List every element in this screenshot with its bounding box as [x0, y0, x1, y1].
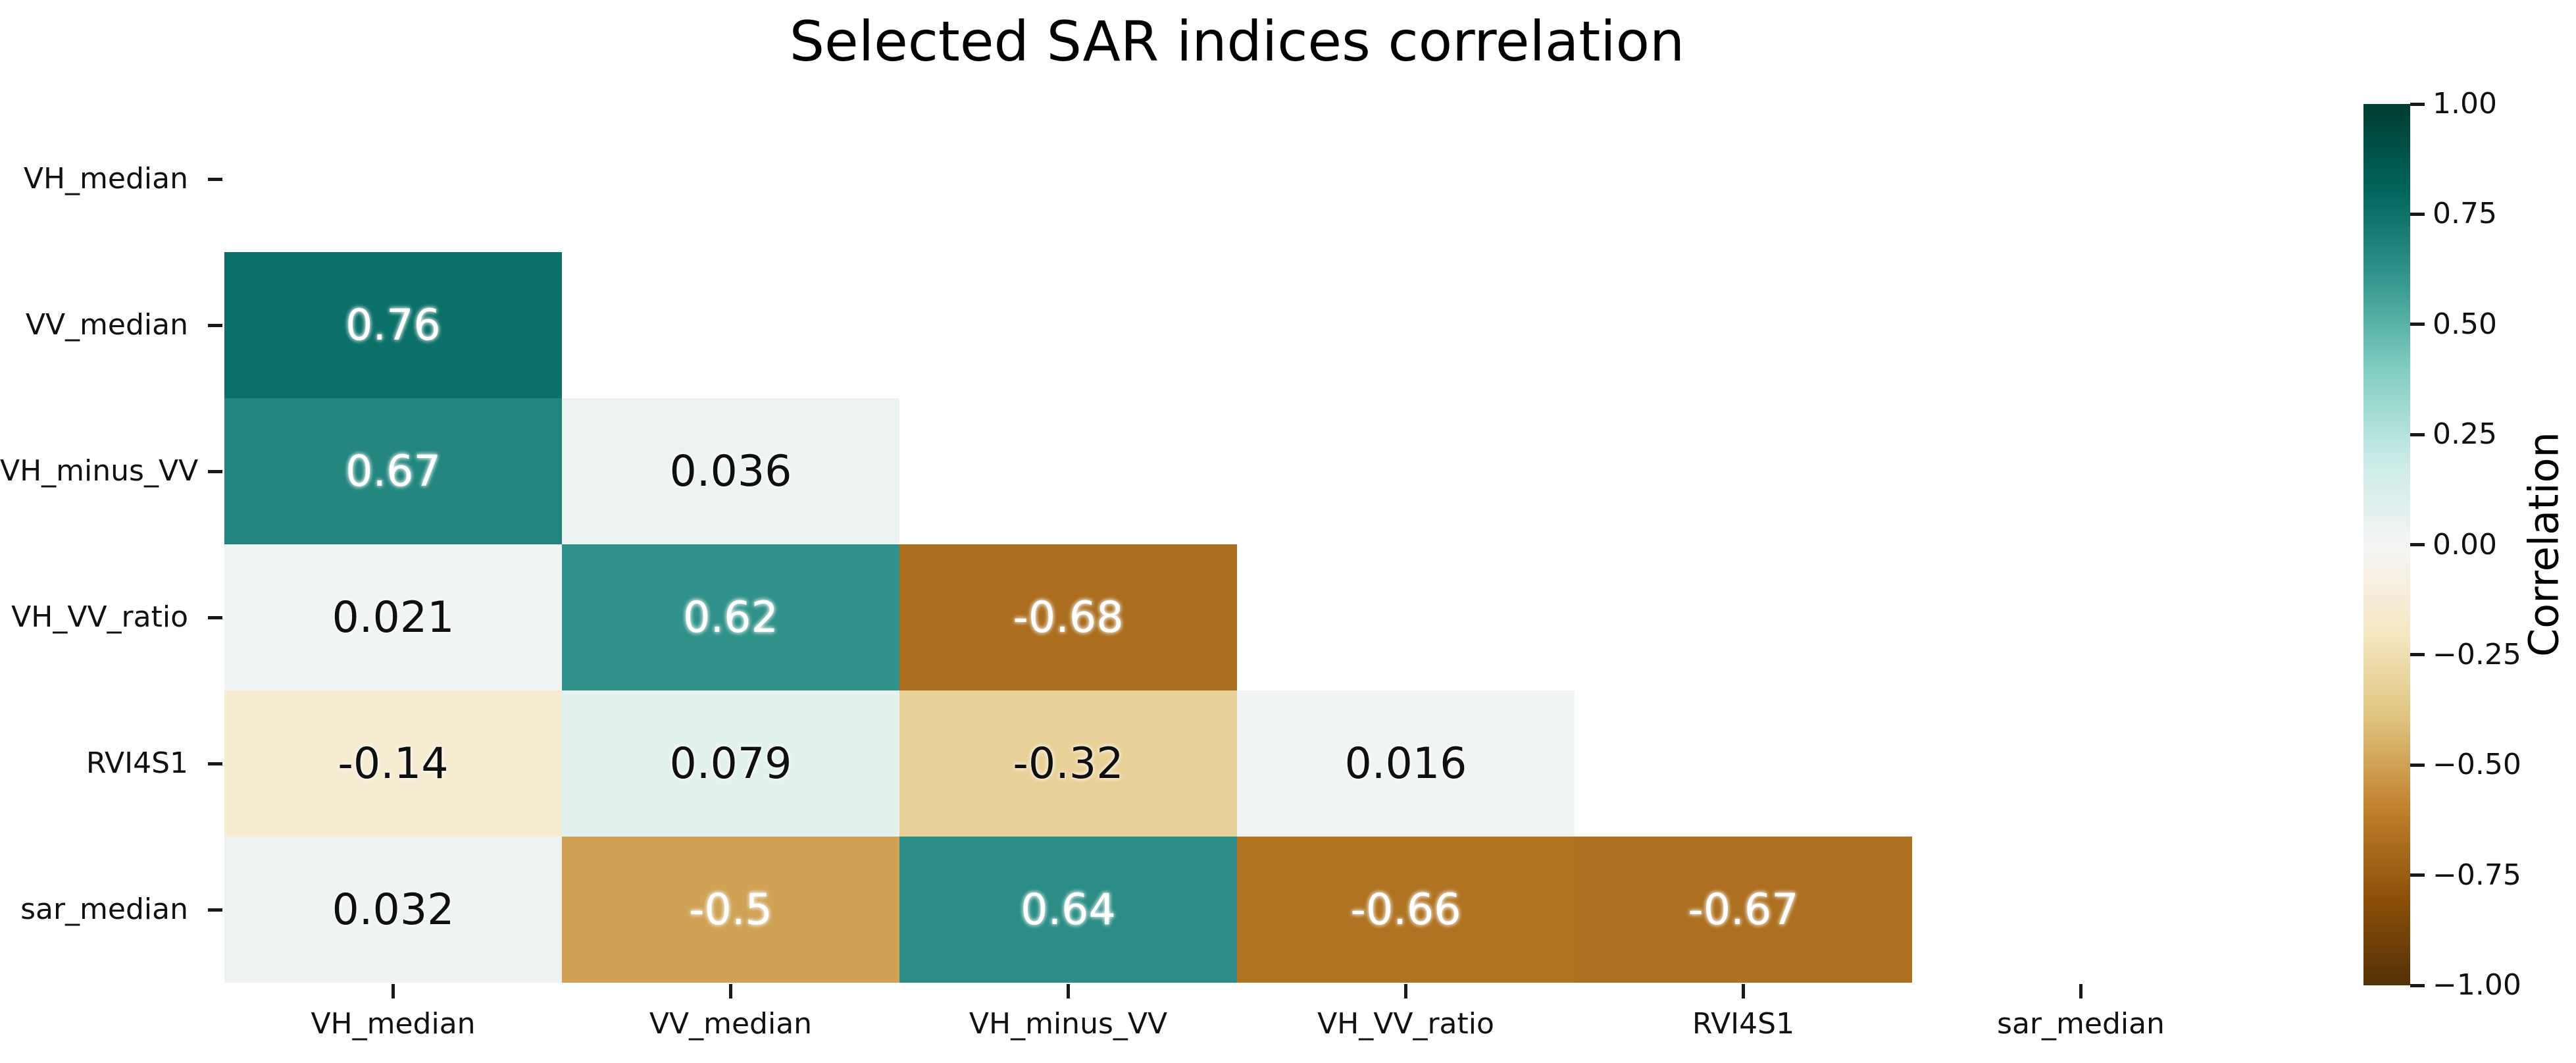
cell-value: -0.14: [338, 739, 449, 789]
colorbar-tick-label: 1.00: [2433, 87, 2497, 120]
cell-value: 0.036: [669, 446, 792, 496]
x-tick-label: RVI4S1: [1692, 1007, 1795, 1041]
x-tick-mark: [729, 984, 732, 998]
cell-value: -0.32: [1013, 739, 1124, 789]
heatmap-cell: -0.14: [224, 690, 562, 837]
cell-value: 0.016: [1344, 739, 1467, 789]
heatmap-cell: 0.021: [224, 544, 562, 690]
heatmap-cell: 0.62: [562, 544, 899, 690]
cell-value: -0.67: [1688, 885, 1799, 935]
colorbar-tick-mark: [2410, 763, 2425, 767]
heatmap-cell: -0.32: [899, 690, 1237, 837]
cell-value: 0.079: [669, 739, 792, 789]
y-tick-mark: [208, 177, 222, 181]
x-tick-mark: [1742, 984, 1745, 998]
x-tick-label: VH_minus_VV: [969, 1007, 1168, 1041]
y-tick-mark: [208, 469, 222, 473]
cell-value: 0.032: [332, 885, 455, 935]
colorbar-tick-mark: [2410, 873, 2425, 877]
heatmap-cell: 0.016: [1237, 690, 1575, 837]
heatmap-cell: 0.76: [224, 252, 562, 398]
heatmap-cell: -0.5: [562, 837, 899, 983]
x-tick-mark: [1404, 984, 1407, 998]
colorbar-tick-label: −0.50: [2433, 748, 2521, 782]
cell-value: 0.76: [345, 300, 441, 350]
colorbar-tick-label: 0.50: [2433, 307, 2497, 341]
colorbar-tick-mark: [2410, 983, 2425, 987]
heatmap-cell: -0.67: [1575, 837, 1912, 983]
cell-value: -0.66: [1350, 885, 1461, 935]
heatmap-cell: 0.64: [899, 837, 1237, 983]
colorbar-tick-mark: [2410, 212, 2425, 216]
y-tick-label: VH_minus_VV: [0, 454, 199, 488]
colorbar-tick-mark: [2410, 653, 2425, 657]
chart-title: Selected SAR indices correlation: [789, 9, 1685, 74]
x-tick-mark: [2079, 984, 2083, 998]
heatmap-cell: 0.079: [562, 690, 899, 837]
heatmap-cell: -0.66: [1237, 837, 1575, 983]
x-tick-label: VV_median: [649, 1007, 813, 1041]
colorbar-tick-label: 0.75: [2433, 197, 2497, 231]
colorbar-tick-label: −1.00: [2433, 968, 2521, 1002]
y-tick-label: VH_VV_ratio: [11, 600, 188, 634]
y-tick-mark: [208, 323, 222, 327]
x-tick-label: VH_median: [311, 1007, 476, 1041]
cell-value: -0.5: [689, 885, 772, 935]
colorbar-gradient: [2363, 104, 2410, 985]
colorbar-tick-mark: [2410, 543, 2425, 546]
colorbar-tick-label: 0.25: [2433, 417, 2497, 452]
colorbar-tick-mark: [2410, 323, 2425, 326]
heatmap-cell: 0.67: [224, 398, 562, 544]
colorbar-tick-mark: [2410, 102, 2425, 106]
cell-value: -0.68: [1013, 592, 1124, 642]
x-tick-label: sar_median: [1997, 1007, 2165, 1041]
colorbar-tick-label: −0.25: [2433, 637, 2521, 671]
y-tick-label: VH_median: [23, 162, 188, 195]
colorbar-tick-label: −0.75: [2433, 858, 2521, 892]
x-tick-mark: [391, 984, 395, 998]
heatmap-cell: 0.032: [224, 837, 562, 983]
colorbar-tick-mark: [2410, 432, 2425, 436]
y-tick-label: VV_median: [25, 308, 188, 342]
cell-value: 0.67: [345, 446, 441, 496]
cell-value: 0.021: [332, 592, 455, 642]
cell-value: 0.64: [1021, 885, 1116, 935]
heatmap-cell: -0.68: [899, 544, 1237, 690]
y-tick-mark: [208, 762, 222, 765]
y-tick-mark: [208, 908, 222, 912]
colorbar-axis-label: Correlation: [2519, 432, 2568, 657]
y-tick-mark: [208, 615, 222, 619]
y-tick-label: RVI4S1: [86, 746, 188, 780]
x-tick-mark: [1067, 984, 1070, 998]
x-tick-label: VH_VV_ratio: [1317, 1007, 1494, 1041]
colorbar-tick-label: 0.00: [2433, 527, 2497, 561]
y-tick-label: sar_median: [20, 893, 188, 926]
heatmap-cell: 0.036: [562, 398, 899, 544]
cell-value: 0.62: [683, 592, 778, 642]
